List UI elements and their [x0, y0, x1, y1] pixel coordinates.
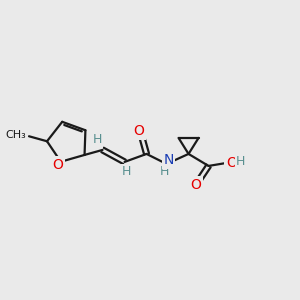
Text: CH₃: CH₃	[5, 130, 26, 140]
Text: O: O	[133, 124, 144, 138]
Text: O: O	[226, 156, 237, 170]
Text: H: H	[93, 134, 102, 146]
Text: H: H	[122, 165, 131, 178]
Text: O: O	[52, 158, 63, 172]
Text: N: N	[164, 153, 174, 167]
Text: H: H	[236, 155, 245, 168]
Text: H: H	[160, 165, 169, 178]
Text: O: O	[190, 178, 201, 192]
